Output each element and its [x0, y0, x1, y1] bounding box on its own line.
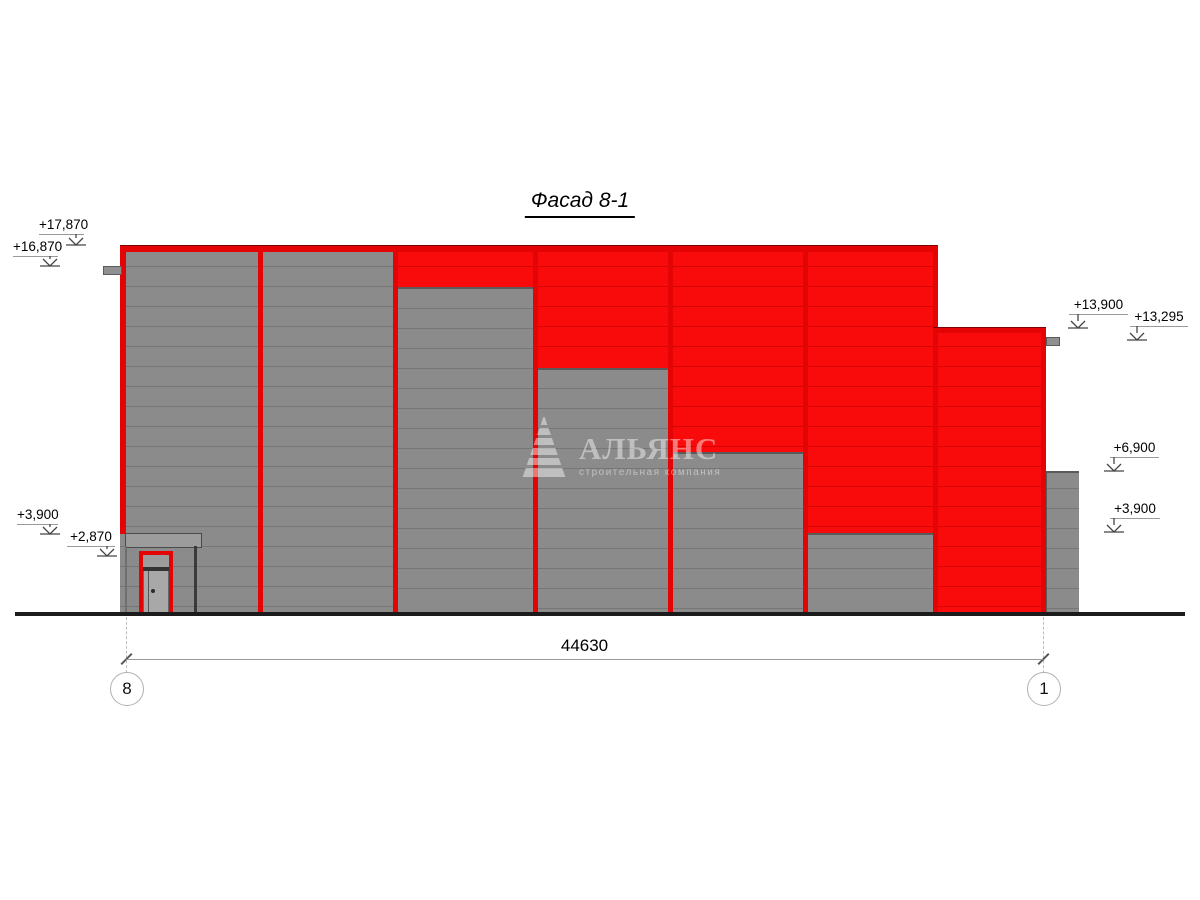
elevation-marker-label: +17,870: [39, 217, 89, 232]
entrance-right-pilaster: [194, 546, 197, 612]
facade-bay-gray-panel: [537, 368, 668, 614]
elevation-level-arrow-icon: [1127, 326, 1147, 341]
elevation-marker-label: +3,900: [1114, 501, 1156, 516]
elevation-marker-line: [1110, 457, 1159, 458]
elevation-marker-label: +13,295: [1134, 309, 1184, 324]
ground-line: [15, 612, 1185, 616]
axis-bubble: 1: [1027, 672, 1061, 706]
door-handle: [151, 589, 155, 593]
facade-bay-gray-panel: [673, 452, 803, 614]
facade-bay-red-panel: [398, 251, 533, 287]
elevation-marker-label: +16,870: [13, 239, 63, 254]
facade-bay-red-panel: [673, 251, 803, 452]
axis-extension-line: [126, 617, 127, 673]
door-leaf-seam: [148, 571, 149, 612]
elevation-level-arrow-icon: [97, 546, 117, 557]
elevation-marker-line: [39, 234, 84, 235]
facade-mullion: [803, 251, 808, 612]
elevation-level-arrow-icon: [1104, 457, 1124, 472]
elevation-level-arrow-icon: [40, 256, 60, 267]
elevation-marker-label: +3,900: [17, 507, 59, 522]
entrance-canopy-band: [125, 533, 202, 548]
right-gray-column: [1046, 471, 1079, 614]
door-transom-bar: [143, 567, 169, 571]
facade-bay-gray-panel: [263, 251, 393, 612]
facade-bay-red-panel: [938, 332, 1046, 612]
elevation-marker-line: [13, 256, 58, 257]
door-leaf: [143, 571, 169, 612]
elevation-marker-line: [17, 524, 58, 525]
facade-mullion: [668, 251, 673, 612]
dimension-line: [126, 659, 1043, 660]
facade-mullion: [933, 245, 938, 612]
facade-bay-gray-panel: [808, 533, 933, 614]
elevation-marker-line: [1110, 518, 1160, 519]
elevation-marker-line: [67, 546, 115, 547]
facade-bay-red-panel: [537, 251, 668, 368]
drawing-title: Фасад 8-1: [524, 189, 636, 218]
roof-stub: [103, 266, 122, 275]
axis-extension-line: [1043, 617, 1044, 673]
elevation-marker-label: +13,900: [1073, 297, 1124, 312]
elevation-marker-label: +6,900: [1113, 440, 1156, 455]
facade-mullion: [393, 251, 398, 612]
facade-bay-gray-panel: [398, 287, 533, 614]
entrance-left-pilaster: [125, 546, 127, 612]
elevation-level-arrow-icon: [66, 234, 86, 246]
facade-bay-red-panel: [808, 251, 933, 533]
facade-left-border: [120, 245, 126, 534]
dimension-value: 44630: [560, 636, 609, 655]
elevation-level-arrow-icon: [1068, 314, 1088, 329]
facade-mullion: [533, 251, 538, 612]
facade-mullion: [258, 251, 263, 612]
elevation-marker-line: [1130, 326, 1188, 327]
elevation-level-arrow-icon: [1104, 518, 1124, 533]
parapet-cap: [933, 327, 1046, 333]
elevation-level-arrow-icon: [40, 524, 60, 535]
axis-bubble: 8: [110, 672, 144, 706]
parapet-cap: [120, 245, 938, 252]
roof-stub: [1046, 337, 1060, 346]
elevation-marker-line: [1069, 314, 1128, 315]
facade-right-border: [1041, 327, 1046, 612]
elevation-marker-label: +2,870: [70, 529, 112, 544]
